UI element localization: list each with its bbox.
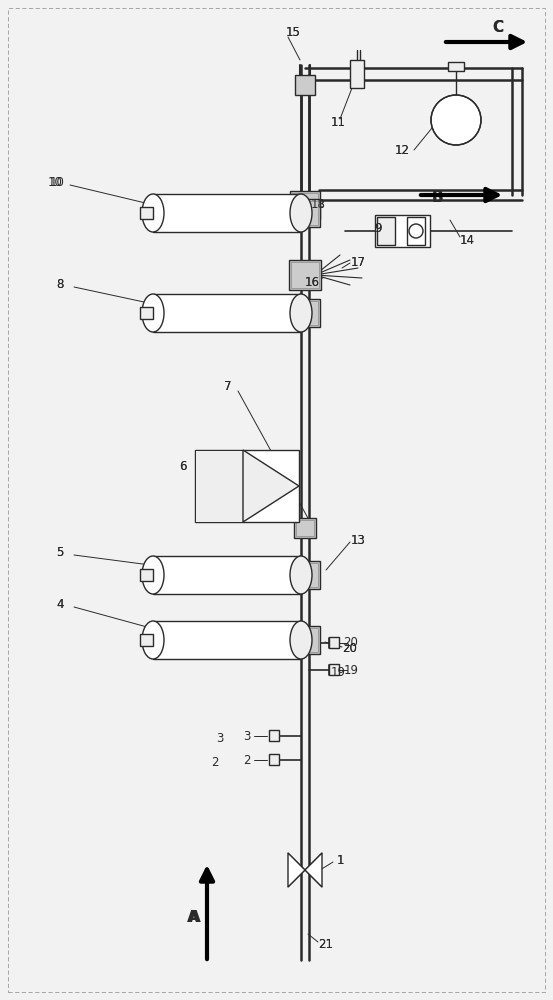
Circle shape xyxy=(409,224,423,238)
Bar xyxy=(375,215,430,247)
Text: 16: 16 xyxy=(305,276,320,290)
Text: 8: 8 xyxy=(56,278,64,292)
Text: 13: 13 xyxy=(351,534,366,546)
Bar xyxy=(290,191,320,219)
Text: 6: 6 xyxy=(179,460,187,474)
Ellipse shape xyxy=(142,556,164,594)
Text: C: C xyxy=(492,20,504,35)
Bar xyxy=(292,563,318,587)
Text: 10: 10 xyxy=(48,176,62,190)
Bar xyxy=(295,75,315,95)
Bar xyxy=(292,301,318,325)
Polygon shape xyxy=(305,853,322,887)
Ellipse shape xyxy=(142,621,164,659)
Bar xyxy=(289,260,321,290)
Text: 18: 18 xyxy=(311,198,325,212)
Bar xyxy=(292,201,318,225)
Text: 21: 21 xyxy=(319,938,333,952)
Bar xyxy=(140,307,153,319)
Ellipse shape xyxy=(290,556,312,594)
Bar xyxy=(140,207,153,219)
Bar xyxy=(140,634,153,646)
Text: 14: 14 xyxy=(460,233,474,246)
Text: 1: 1 xyxy=(336,854,344,866)
Bar xyxy=(290,299,320,327)
Bar xyxy=(140,569,153,581)
Text: 15: 15 xyxy=(285,25,300,38)
Bar xyxy=(407,217,425,245)
Text: 9: 9 xyxy=(374,222,382,234)
Polygon shape xyxy=(243,450,299,522)
Polygon shape xyxy=(288,853,305,887)
Text: 12: 12 xyxy=(394,143,410,156)
Text: 17: 17 xyxy=(351,255,366,268)
Ellipse shape xyxy=(290,194,312,232)
Text: 20: 20 xyxy=(342,642,357,654)
Bar xyxy=(290,626,320,654)
Bar xyxy=(290,561,320,589)
Bar xyxy=(195,450,243,522)
Bar xyxy=(291,262,319,288)
Ellipse shape xyxy=(142,194,164,232)
Text: C: C xyxy=(492,20,504,35)
Text: 15: 15 xyxy=(285,25,300,38)
Text: 1: 1 xyxy=(336,854,344,866)
Text: 11: 11 xyxy=(331,116,346,129)
Text: 16: 16 xyxy=(305,276,320,290)
Ellipse shape xyxy=(142,294,164,332)
Ellipse shape xyxy=(290,621,312,659)
Text: 5: 5 xyxy=(56,546,64,560)
Text: 20: 20 xyxy=(343,637,358,650)
Bar xyxy=(296,520,314,536)
Text: 19: 19 xyxy=(343,664,358,676)
Text: 10: 10 xyxy=(50,176,65,190)
Text: 21: 21 xyxy=(319,938,333,952)
Text: 14: 14 xyxy=(460,233,474,246)
Text: 20: 20 xyxy=(342,642,357,654)
Bar xyxy=(448,62,464,71)
Bar xyxy=(292,628,318,652)
Text: 5: 5 xyxy=(56,546,64,560)
Bar xyxy=(329,664,339,675)
Text: 4: 4 xyxy=(56,598,64,611)
Bar xyxy=(195,450,299,522)
Bar xyxy=(377,217,395,245)
Text: 18: 18 xyxy=(311,198,325,212)
Text: B: B xyxy=(431,190,443,205)
Text: 2: 2 xyxy=(211,756,219,768)
Ellipse shape xyxy=(290,294,312,332)
Text: B: B xyxy=(431,190,443,205)
Text: 7: 7 xyxy=(225,380,232,393)
Bar xyxy=(292,193,318,217)
Text: A: A xyxy=(187,910,199,924)
Bar xyxy=(153,194,301,232)
Bar xyxy=(329,637,339,648)
Text: 13: 13 xyxy=(351,534,366,546)
Text: 3: 3 xyxy=(243,730,251,742)
Text: 8: 8 xyxy=(56,278,64,292)
Circle shape xyxy=(431,95,481,145)
Text: 11: 11 xyxy=(331,116,346,129)
Text: 4: 4 xyxy=(56,598,64,611)
Bar xyxy=(153,621,301,659)
Bar xyxy=(290,199,320,227)
Text: 7: 7 xyxy=(225,380,232,393)
Bar xyxy=(269,754,279,765)
Bar xyxy=(350,60,364,88)
Bar xyxy=(153,556,301,594)
Text: 3: 3 xyxy=(216,732,223,744)
Text: 6: 6 xyxy=(179,460,187,474)
Text: 17: 17 xyxy=(351,255,366,268)
Bar xyxy=(153,294,301,332)
Bar xyxy=(269,730,279,741)
Text: 9: 9 xyxy=(374,222,382,234)
Text: A: A xyxy=(189,910,201,924)
Text: 19: 19 xyxy=(331,666,346,680)
Bar xyxy=(294,518,316,538)
Text: 2: 2 xyxy=(243,754,251,766)
Text: 12: 12 xyxy=(394,143,410,156)
